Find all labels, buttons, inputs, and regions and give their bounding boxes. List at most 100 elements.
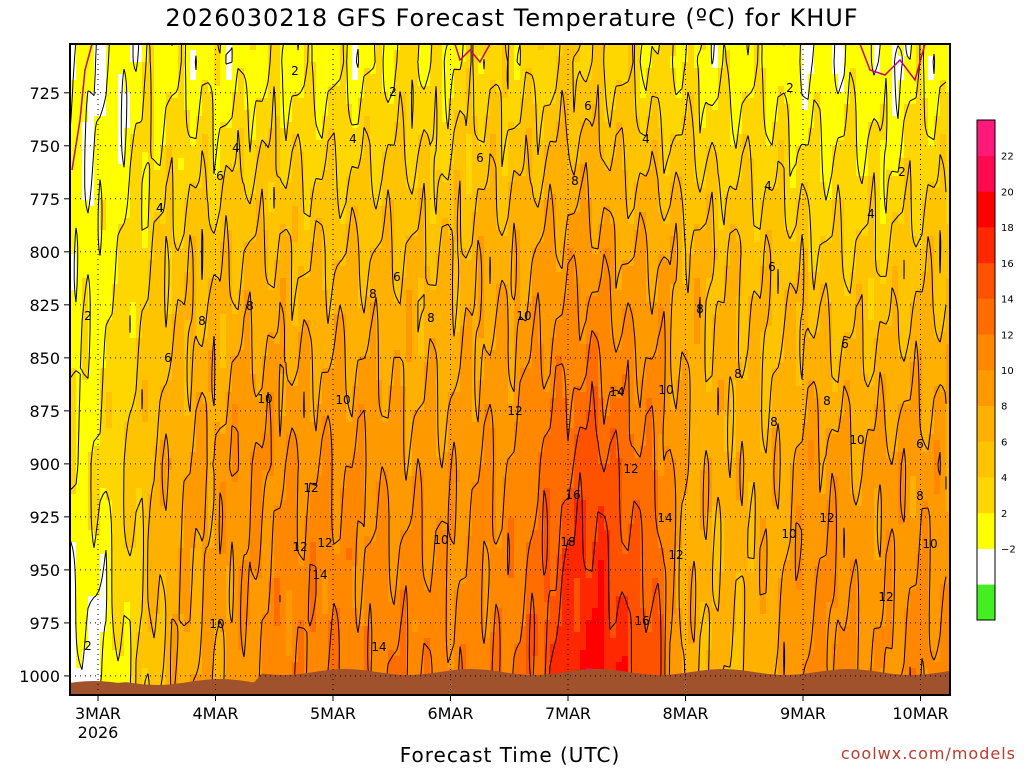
heat-cell [334,50,341,57]
heat-cell [142,320,149,327]
heat-cell [214,656,221,663]
heat-cell [70,326,77,333]
heat-cell [112,350,119,357]
heat-cell [70,632,77,639]
heat-cell [118,176,125,183]
heat-cell [76,314,83,321]
heat-cell [112,206,119,213]
heat-cell [286,656,293,663]
heat-cell [238,356,245,363]
heat-cell [334,170,341,177]
heat-cell [106,272,113,279]
heat-cell [286,638,293,645]
heat-cell [292,254,299,261]
heat-cell [304,440,311,447]
heat-cell [226,110,233,117]
heat-cell [112,614,119,621]
heat-cell [298,62,305,69]
heat-cell [118,302,125,309]
heat-cell [88,200,95,207]
heat-cell [220,290,227,297]
heat-cell [232,152,239,159]
heat-cell [202,458,209,465]
heat-cell [94,170,101,177]
heat-cell [82,158,89,165]
heat-cell [262,500,269,507]
heat-cell [118,278,125,285]
heat-cell [310,260,317,267]
heat-cell [244,140,251,147]
heat-cell [226,350,233,357]
heat-cell [100,236,107,243]
heat-cell [268,650,275,657]
heat-cell [184,464,191,471]
heat-cell [274,290,281,297]
heat-cell [256,602,263,609]
heat-cell [316,230,323,237]
heat-cell [124,578,131,585]
heat-cell [250,536,257,543]
heat-cell [286,224,293,231]
heat-cell [292,218,299,225]
heat-cell [220,320,227,327]
heat-cell [256,434,263,441]
heat-cell [112,260,119,267]
heat-cell [238,284,245,291]
heat-cell [94,200,101,207]
heat-cell [322,134,329,141]
heat-cell [82,398,89,405]
heat-cell [256,344,263,351]
heat-cell [214,566,221,573]
heat-cell [160,278,167,285]
heat-cell [286,494,293,501]
heat-cell [274,116,281,123]
heat-cell [94,224,101,231]
heat-cell [124,650,131,657]
heat-cell [220,122,227,129]
heat-cell [178,110,185,117]
heat-cell [166,488,173,495]
heat-cell [136,662,143,669]
heat-cell [322,362,329,369]
heat-cell [160,602,167,609]
heat-cell [76,248,83,255]
heat-cell [82,548,89,555]
heat-cell [280,506,287,513]
heat-cell [214,674,221,681]
heat-cell [322,578,329,585]
heat-cell [130,608,137,615]
heat-cell [238,422,245,429]
heat-cell [304,572,311,579]
heat-cell [292,182,299,189]
heat-cell [226,656,233,663]
heat-cell [100,548,107,555]
heat-cell [340,296,347,303]
heat-cell [94,530,101,537]
heat-cell [106,584,113,591]
heat-cell [232,584,239,591]
heat-cell [214,476,221,483]
heat-cell [298,368,305,375]
heat-cell [148,422,155,429]
heat-cell [268,668,275,675]
heat-cell [232,254,239,261]
heat-cell [70,518,77,525]
heat-cell [184,644,191,651]
heat-cell [214,242,221,249]
heat-cell [172,290,179,297]
heat-cell [208,332,215,339]
heat-cell [124,344,131,351]
heat-cell [328,200,335,207]
heat-cell [76,470,83,477]
heat-cell [256,584,263,591]
heat-cell [82,392,89,399]
heat-cell [262,458,269,465]
heat-cell [160,308,167,315]
heat-cell [154,86,161,93]
heat-cell [136,224,143,231]
heat-cell [178,356,185,363]
heat-cell [232,404,239,411]
heat-cell [322,212,329,219]
heat-cell [166,212,173,219]
heat-cell [112,560,119,567]
